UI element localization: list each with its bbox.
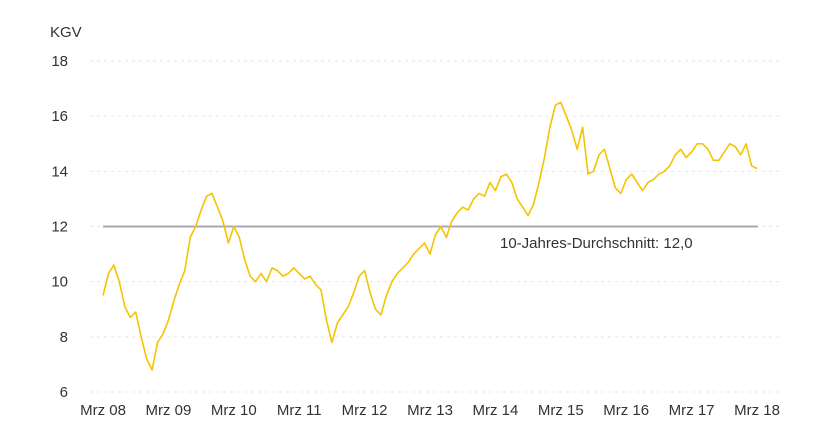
series-line <box>102 101 758 371</box>
x-tick-label: Mrz 08 <box>80 402 126 419</box>
x-tick-label: Mrz 15 <box>538 402 584 419</box>
y-tick-label: 14 <box>51 163 68 180</box>
x-tick-label: Mrz 09 <box>145 402 191 419</box>
series-group <box>102 101 758 371</box>
x-axis-ticks: Mrz 08 Mrz 09 Mrz 10 Mrz 11 Mrz 12 Mrz 13 Mrz … <box>80 402 780 419</box>
x-tick-label: Mrz 10 <box>211 402 257 419</box>
y-tick-label: 12 <box>51 219 68 236</box>
reference-line-label: 10-Jahres-Durchschnitt: 12,0 <box>500 235 693 252</box>
x-tick-label: Mrz 11 <box>277 402 322 419</box>
x-tick-label: Mrz 14 <box>472 402 518 419</box>
x-tick-label: Mrz 18 <box>734 402 780 419</box>
x-tick-label: Mrz 13 <box>407 402 453 419</box>
y-tick-label: 16 <box>51 108 68 125</box>
y-tick-label: 6 <box>60 384 68 401</box>
y-axis-ticks: 6 8 10 12 14 16 18 <box>51 53 68 401</box>
y-axis-title: KGV <box>50 24 82 41</box>
y-tick-label: 8 <box>60 329 68 346</box>
x-tick-label: Mrz 16 <box>603 402 649 419</box>
x-tick-label: Mrz 17 <box>669 402 715 419</box>
y-tick-label: 18 <box>51 53 68 70</box>
x-tick-label: Mrz 12 <box>342 402 388 419</box>
y-tick-label: 10 <box>51 274 68 291</box>
